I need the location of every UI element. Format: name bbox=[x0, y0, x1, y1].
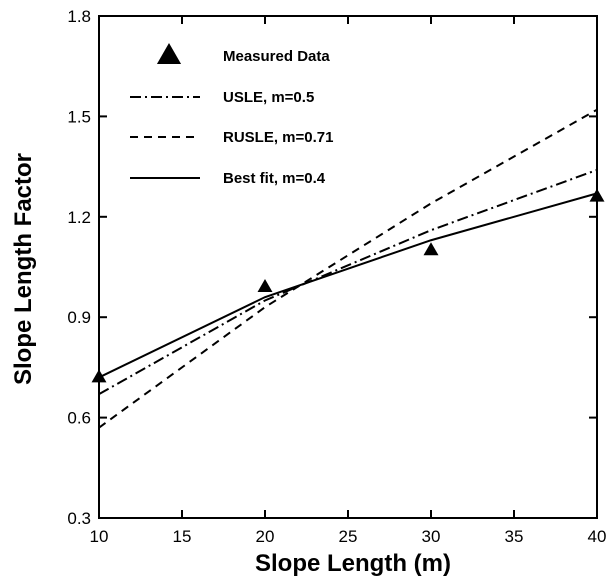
x-tick-label: 35 bbox=[505, 527, 524, 546]
legend-label: USLE, m=0.5 bbox=[223, 89, 314, 106]
y-tick-label: 0.3 bbox=[67, 509, 91, 528]
y-tick-label: 0.9 bbox=[67, 308, 91, 327]
legend-label: RUSLE, m=0.71 bbox=[223, 129, 333, 146]
x-tick-label: 15 bbox=[173, 527, 192, 546]
y-tick-label: 1.8 bbox=[67, 7, 91, 26]
data-point-triangle bbox=[257, 279, 273, 293]
data-point-triangle bbox=[589, 188, 605, 202]
data-point-triangle bbox=[423, 242, 439, 256]
x-tick-label: 10 bbox=[90, 527, 109, 546]
x-tick-label: 30 bbox=[422, 527, 441, 546]
series-line-usle-m-0-5 bbox=[98, 169, 598, 396]
x-tick-label: 20 bbox=[256, 527, 275, 546]
plot-area bbox=[98, 15, 598, 519]
series-lines bbox=[98, 108, 598, 429]
x-axis-title: Slope Length (m) bbox=[255, 550, 451, 577]
legend-marker-triangle bbox=[156, 42, 182, 64]
x-tick-label: 25 bbox=[339, 527, 358, 546]
legend-label: Best fit, m=0.4 bbox=[223, 170, 326, 187]
y-tick-labels: 0.3 0.6 0.9 1.2 1.5 1.8 bbox=[67, 7, 91, 528]
series-line-rusle-m-0-71 bbox=[98, 108, 598, 429]
series-line-best-fit-m-0-4 bbox=[98, 192, 598, 379]
data-point-triangle bbox=[91, 369, 107, 383]
x-tick-label: 40 bbox=[588, 527, 607, 546]
legend: Measured Data USLE, m=0.5 RUSLE, m=0.71 Bes… bbox=[130, 42, 333, 187]
x-tick-labels: 10 15 20 25 30 35 40 bbox=[90, 527, 607, 546]
y-axis-title: Slope Length Factor bbox=[10, 153, 37, 385]
y-tick-label: 1.5 bbox=[67, 107, 91, 126]
y-tick-label: 0.6 bbox=[67, 409, 91, 428]
legend-label: Measured Data bbox=[223, 48, 330, 65]
y-tick-label: 1.2 bbox=[67, 208, 91, 227]
plot-frame bbox=[98, 15, 598, 519]
axis-ticks bbox=[98, 15, 598, 519]
measured-data-markers bbox=[91, 188, 605, 383]
